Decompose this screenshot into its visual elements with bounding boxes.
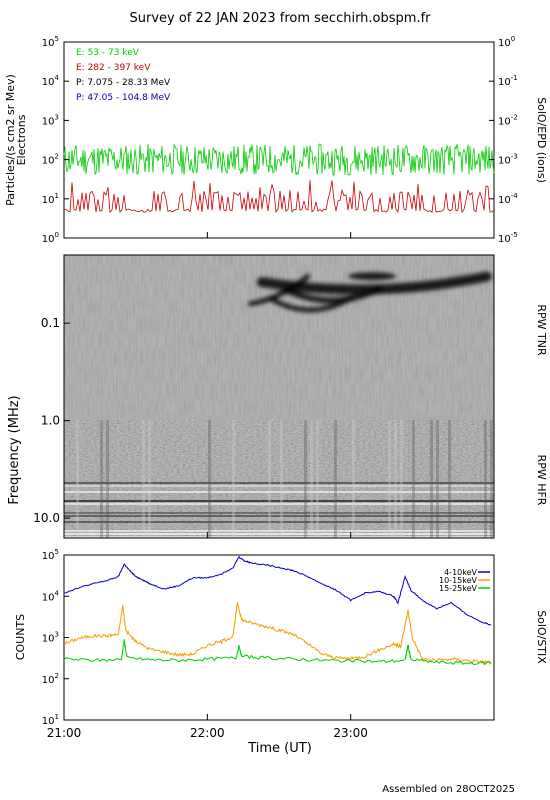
epd-right-tick-label: 10-3 (498, 153, 518, 167)
stix-y-tick-label: 103 (42, 631, 59, 645)
radio-burst (247, 274, 311, 307)
stix-x-tick-label: 23:00 (333, 726, 368, 740)
radio-burst (269, 295, 354, 313)
epd-y-tick-label: 101 (42, 192, 59, 206)
stix-y-tick-label: 104 (42, 589, 60, 603)
epd-right-label: SolO/EPD (ions) (535, 97, 548, 183)
rpw-ylabel: Frequency (MHz) (7, 395, 22, 504)
stix-y-tick-label: 101 (42, 713, 59, 727)
rpw-y-tick-labels: 0.1 1.0 10.0 (33, 316, 352, 538)
epd-plot-frame (63, 41, 495, 239)
radio-burst (283, 285, 383, 304)
rpw-right-label-tnr: RPW TNR (535, 304, 548, 356)
epd-y-tick-label: 105 (42, 35, 59, 49)
rpw-spectrogram (64, 255, 494, 538)
epd-ylabel-electrons: Electrons (15, 114, 28, 165)
stix-xlabel: Time (UT) (247, 741, 312, 756)
epd-legend-1: E: 53 - 73 keV (76, 48, 140, 58)
rpw-y-tick-label: 1.0 (41, 414, 60, 428)
epd-legend-3: P: 7.075 - 28.33 MeV (76, 78, 171, 88)
epd-ylabel: Particles/(s cm2 sr Mev) (4, 74, 17, 206)
epd-y-tick-label: 102 (42, 153, 59, 167)
stix-x-tick-labels: 21:00 22:00 23:00 (47, 714, 368, 740)
stix-right-label: SolO/STIX (535, 610, 548, 664)
stix-series-15-25keV (63, 639, 492, 666)
stix-ylabel: COUNTS (14, 614, 27, 660)
radio-burst-spot (348, 272, 397, 281)
figure-title: Survey of 22 JAN 2023 from secchirh.obsp… (130, 11, 432, 26)
rpw-y-tick-label: 10.0 (33, 511, 60, 525)
epd-right-tick-label: 10-2 (498, 113, 518, 127)
epd-series-group (63, 143, 495, 214)
stix-x-tick-label: 21:00 (47, 726, 82, 740)
epd-y-tick-label: 104 (42, 74, 60, 88)
stix-y-tick-label: 105 (42, 548, 59, 562)
rpw-panel: 0.1 1.0 10.0 Frequency (MHz) RPW TNR RPW H… (7, 254, 548, 539)
epd-right-tick-label: 10-4 (498, 192, 518, 206)
rpw-y-tick-label: 0.1 (41, 316, 60, 330)
epd-legend-2: E: 282 - 397 keV (76, 63, 151, 73)
assembled-footer: Assembled on 28OCT2025 (382, 784, 515, 795)
epd-right-tick-label: 10-5 (498, 231, 518, 245)
stix-legend-label: 15-25keV (439, 584, 478, 593)
stix-y-tick-label: 102 (42, 672, 59, 686)
epd-series-282-397kev (63, 180, 495, 214)
epd-right-tick-label: 100 (498, 35, 515, 49)
stix-plot-frame (63, 554, 495, 721)
epd-right-tick-labels: 10-5 10-4 10-3 10-2 10-1 100 (489, 35, 518, 245)
epd-y-tick-label: 100 (42, 231, 59, 245)
rpw-right-label-hfr: RPW HFR (535, 455, 548, 506)
stix-legend-label: 10-15keV (439, 576, 478, 585)
epd-y-tick-labels: 100 101 102 103 104 105 (42, 35, 352, 245)
stix-legend-label: 4-10keV (444, 568, 477, 577)
stix-x-tick-label: 22:00 (190, 726, 225, 740)
epd-y-tick-label: 103 (42, 113, 59, 127)
epd-legend-4: P: 47.05 - 104.8 MeV (76, 93, 171, 103)
stix-series-10-15keV (63, 601, 492, 666)
stix-series-group (63, 555, 492, 666)
stix-y-tick-labels: 101 102 103 104 105 (42, 548, 69, 727)
epd-series-53-73kev (63, 143, 495, 177)
stix-series-4-10keV (63, 555, 492, 626)
rpw-plot-frame (63, 254, 495, 539)
epd-right-tick-label: 10-1 (498, 74, 518, 88)
